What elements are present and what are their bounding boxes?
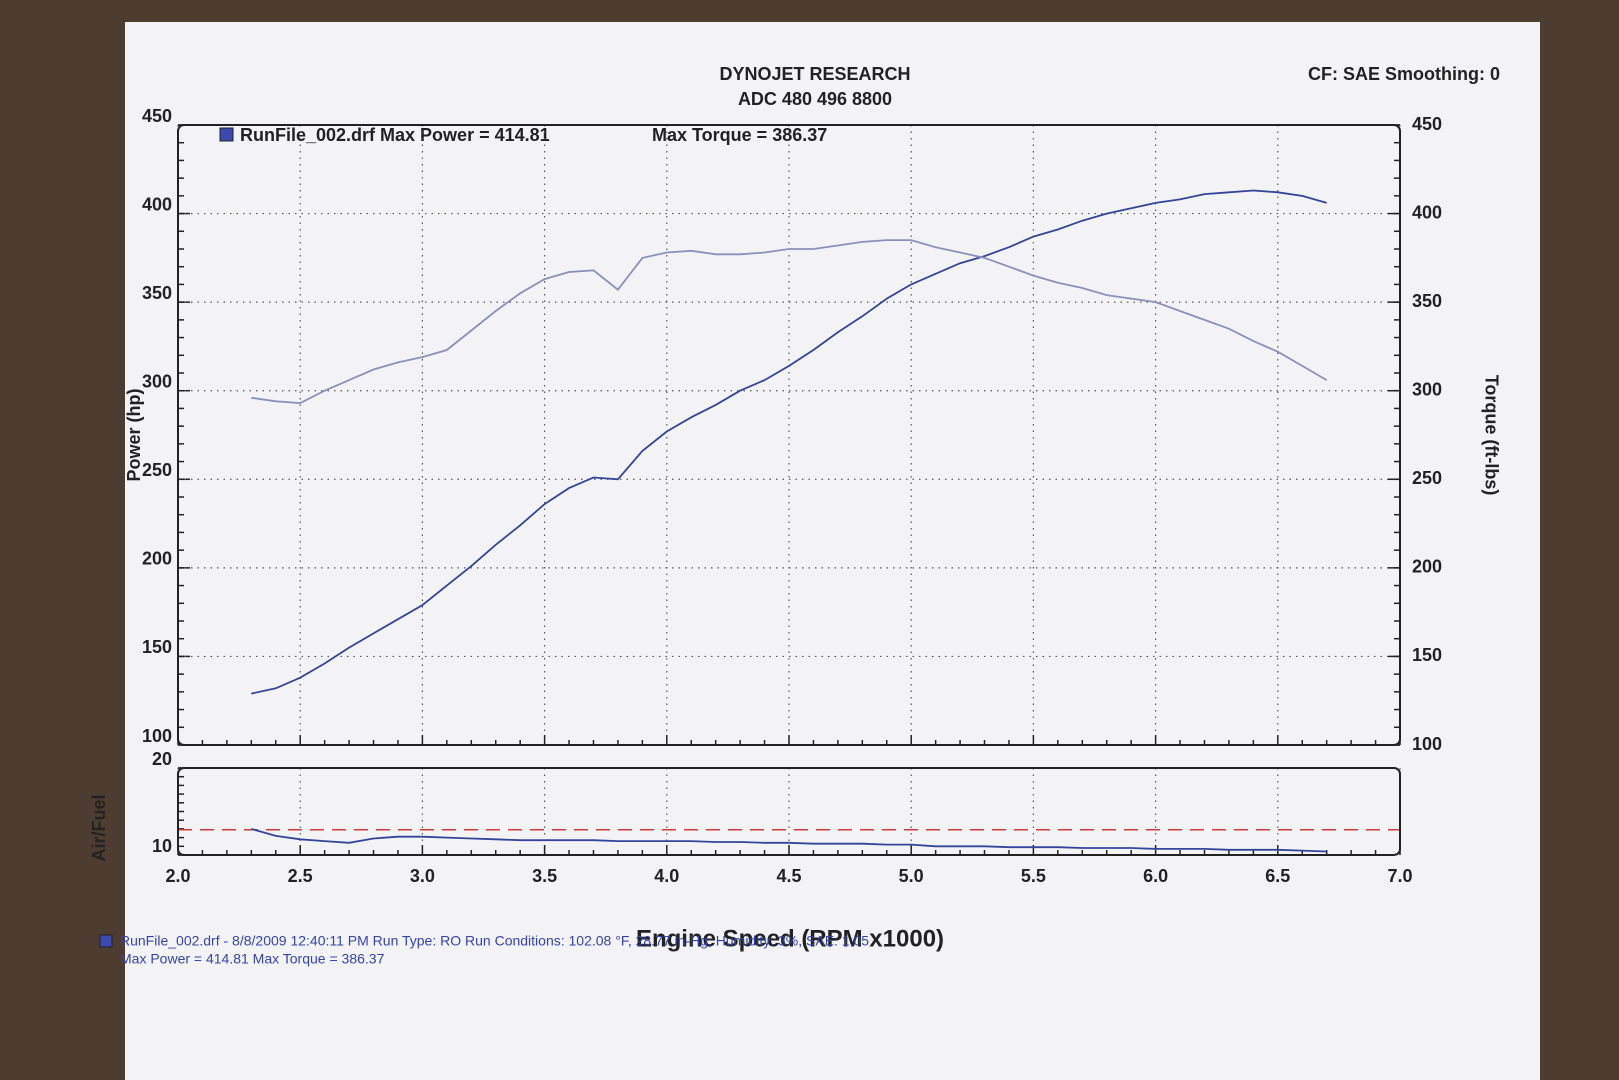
y-tick-label: 200 xyxy=(142,549,172,569)
y-tick-label: 250 xyxy=(142,460,172,480)
y-tick-label: 150 xyxy=(142,637,172,657)
y-tick-label: 450 xyxy=(142,106,172,126)
y2-tick-label: 350 xyxy=(1412,291,1442,311)
footer-swatch xyxy=(99,934,113,948)
y-tick-label: 300 xyxy=(142,371,172,391)
y-tick-label: 100 xyxy=(142,726,172,746)
y-axis-label: Power (hp) xyxy=(124,388,144,481)
series-line xyxy=(251,828,1327,853)
x-tick-label: 5.0 xyxy=(899,866,924,886)
y2-tick-label: 150 xyxy=(1412,645,1442,665)
settings: CF: SAE Smoothing: 0 xyxy=(1308,64,1500,84)
x-tick-label: 7.0 xyxy=(1387,866,1412,886)
x-tick-label: 4.5 xyxy=(776,866,801,886)
legend-text: RunFile_002.drf Max Power = 414.81 xyxy=(240,125,550,145)
x-tick-label: 3.5 xyxy=(532,866,557,886)
company: DYNOJET RESEARCH xyxy=(719,64,910,84)
y2-tick-label: 200 xyxy=(1412,557,1442,577)
x-tick-label: 6.5 xyxy=(1265,866,1290,886)
y2-tick-label: 450 xyxy=(1412,114,1442,134)
x-tick-label: 4.0 xyxy=(654,866,679,886)
y2-tick-label: 250 xyxy=(1412,468,1442,488)
plot-frame xyxy=(177,767,1401,856)
series-line xyxy=(251,239,1328,405)
y-tick-label: 10 xyxy=(152,836,172,856)
x-tick-label: 2.0 xyxy=(165,866,190,886)
y2-tick-label: 400 xyxy=(1412,202,1442,222)
x-tick-label: 5.5 xyxy=(1021,866,1046,886)
y2-tick-label: 100 xyxy=(1412,734,1442,754)
x-tick-label: 3.0 xyxy=(410,866,435,886)
series-line xyxy=(251,189,1327,695)
y-tick-label: 20 xyxy=(152,749,172,769)
annotation: Max Torque = 386.37 xyxy=(652,125,827,145)
afr-axis-label: Air/Fuel xyxy=(89,794,109,861)
paper xyxy=(125,22,1540,1080)
footer-line: Max Power = 414.81 Max Torque = 386.37 xyxy=(120,951,385,967)
legend-swatch xyxy=(219,127,234,142)
x-axis-label: Engine Speed (RPM x1000) xyxy=(636,925,944,952)
x-tick-label: 6.0 xyxy=(1143,866,1168,886)
y-tick-label: 350 xyxy=(142,283,172,303)
plot-frame xyxy=(177,124,1401,746)
y-tick-label: 400 xyxy=(142,194,172,214)
x-tick-label: 2.5 xyxy=(288,866,313,886)
y2-tick-label: 300 xyxy=(1412,379,1442,399)
footer-line: RunFile_002.drf - 8/8/2009 12:40:11 PM R… xyxy=(120,933,869,949)
y2-axis-label: Torque (ft-lbs) xyxy=(1481,375,1501,496)
phone: ADC 480 496 8800 xyxy=(738,89,892,109)
